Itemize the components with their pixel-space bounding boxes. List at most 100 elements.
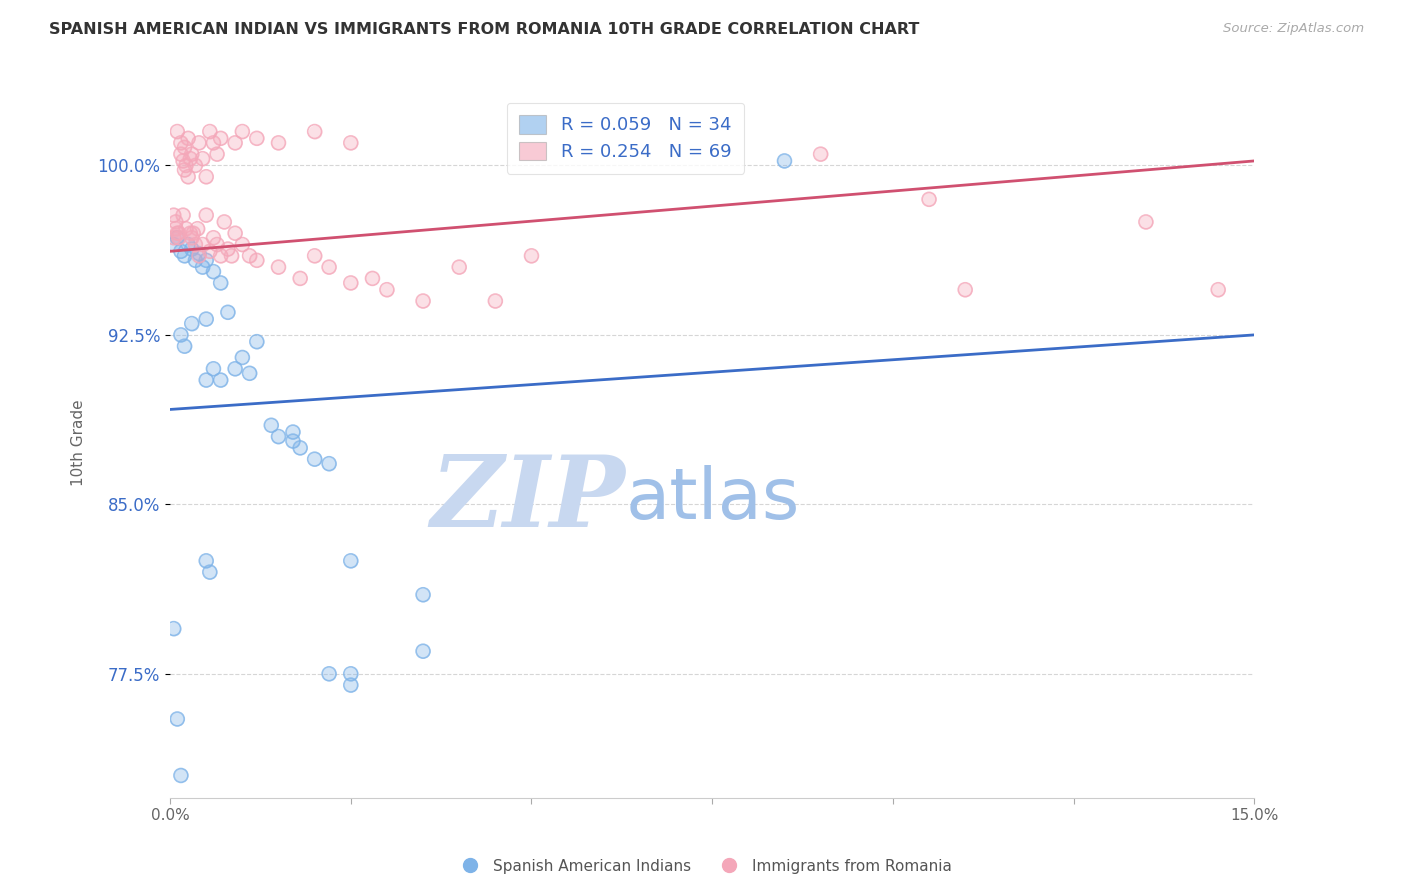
Point bbox=[163, 208, 186, 222]
Point bbox=[267, 260, 290, 274]
Legend: R = 0.059   N = 34, R = 0.254   N = 69: R = 0.059 N = 34, R = 0.254 N = 69 bbox=[506, 103, 744, 174]
Point bbox=[231, 237, 253, 252]
Point bbox=[412, 293, 434, 308]
Point bbox=[186, 221, 208, 235]
Point bbox=[191, 260, 214, 274]
Point bbox=[412, 293, 434, 308]
Point bbox=[484, 293, 506, 308]
Point bbox=[281, 425, 304, 439]
Point bbox=[267, 136, 290, 150]
Point bbox=[195, 373, 218, 387]
Point bbox=[214, 215, 236, 229]
Point bbox=[180, 231, 202, 245]
Point bbox=[166, 226, 188, 240]
Point bbox=[290, 441, 312, 455]
Point bbox=[172, 153, 194, 168]
Point bbox=[953, 283, 976, 297]
Point bbox=[174, 158, 197, 172]
Point bbox=[195, 253, 218, 268]
Point bbox=[231, 351, 253, 365]
Point bbox=[177, 169, 200, 184]
Point bbox=[202, 231, 225, 245]
Text: Source: ZipAtlas.com: Source: ZipAtlas.com bbox=[1223, 22, 1364, 36]
Point bbox=[484, 293, 506, 308]
Point bbox=[290, 441, 312, 455]
Y-axis label: 10th Grade: 10th Grade bbox=[72, 399, 86, 485]
Point bbox=[170, 147, 193, 161]
Point bbox=[195, 208, 218, 222]
Point bbox=[177, 169, 200, 184]
Point bbox=[304, 124, 326, 138]
Point bbox=[224, 361, 246, 376]
Point bbox=[195, 169, 218, 184]
Point bbox=[184, 253, 207, 268]
Point bbox=[260, 418, 283, 433]
Text: atlas: atlas bbox=[626, 465, 800, 533]
Point bbox=[180, 242, 202, 256]
Point bbox=[195, 373, 218, 387]
Point bbox=[173, 163, 195, 178]
Point bbox=[339, 666, 361, 681]
Point bbox=[195, 554, 218, 568]
Point bbox=[188, 246, 211, 260]
Point bbox=[202, 136, 225, 150]
Point bbox=[180, 147, 202, 161]
Point bbox=[209, 373, 232, 387]
Point bbox=[177, 131, 200, 145]
Point bbox=[172, 208, 194, 222]
Point bbox=[166, 226, 188, 240]
Point bbox=[180, 317, 202, 331]
Point bbox=[209, 276, 232, 290]
Point bbox=[180, 147, 202, 161]
Point bbox=[246, 131, 269, 145]
Point bbox=[163, 237, 186, 252]
Point bbox=[198, 565, 221, 579]
Point bbox=[195, 312, 218, 326]
Point bbox=[186, 221, 208, 235]
Point bbox=[318, 666, 340, 681]
Point bbox=[170, 244, 193, 259]
Point bbox=[281, 434, 304, 448]
Point bbox=[267, 260, 290, 274]
Point bbox=[375, 283, 398, 297]
Point bbox=[188, 136, 211, 150]
Point bbox=[217, 242, 239, 256]
Point bbox=[184, 253, 207, 268]
Point bbox=[520, 249, 543, 263]
Point bbox=[318, 666, 340, 681]
Point bbox=[188, 136, 211, 150]
Point bbox=[339, 678, 361, 692]
Point bbox=[810, 147, 832, 161]
Point bbox=[172, 208, 194, 222]
Point bbox=[239, 249, 262, 263]
Point bbox=[179, 226, 201, 240]
Point bbox=[224, 136, 246, 150]
Point bbox=[202, 231, 225, 245]
Point bbox=[1135, 215, 1157, 229]
Point bbox=[217, 305, 239, 319]
Point bbox=[198, 244, 221, 259]
Point bbox=[173, 249, 195, 263]
Point bbox=[205, 147, 228, 161]
Point bbox=[205, 237, 228, 252]
Point bbox=[267, 429, 290, 443]
Point bbox=[339, 136, 361, 150]
Point bbox=[188, 246, 211, 260]
Point bbox=[166, 712, 188, 726]
Point bbox=[167, 226, 190, 240]
Point bbox=[304, 249, 326, 263]
Point bbox=[449, 260, 471, 274]
Point bbox=[195, 253, 218, 268]
Point bbox=[184, 237, 207, 252]
Point bbox=[412, 588, 434, 602]
Point bbox=[246, 253, 269, 268]
Point bbox=[184, 237, 207, 252]
Point bbox=[339, 678, 361, 692]
Point bbox=[202, 265, 225, 279]
Point bbox=[281, 425, 304, 439]
Point bbox=[246, 131, 269, 145]
Point bbox=[246, 334, 269, 349]
Point bbox=[191, 260, 214, 274]
Point bbox=[224, 361, 246, 376]
Point bbox=[231, 351, 253, 365]
